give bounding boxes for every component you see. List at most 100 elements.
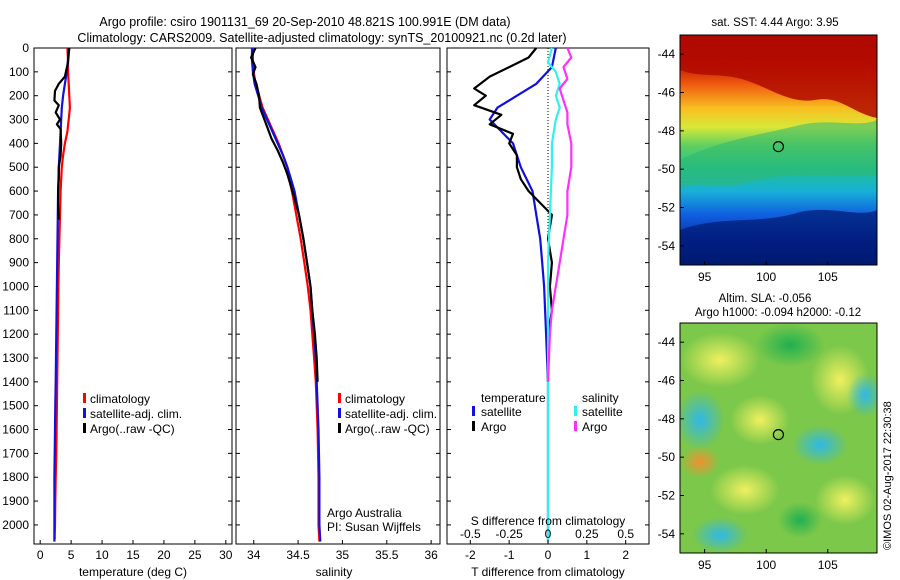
- legend-label-satellite: satellite-adj. clim.: [345, 407, 437, 421]
- legend-swatch-temp-argo: [472, 421, 475, 431]
- sst-green-band: [680, 120, 877, 188]
- temperature-panel: 0 5 10 15 20 25 300100200300400500600700800900…: [2, 41, 233, 579]
- sla-blob: [680, 446, 720, 478]
- legend-swatch-climatology: [83, 393, 86, 403]
- map-y-tick-label: -46: [658, 374, 676, 388]
- sla-blob: [680, 332, 760, 388]
- x-tick-label: 35: [336, 548, 350, 562]
- sst-heatmap: [680, 35, 877, 265]
- temperature-x-label: temperature (deg C): [79, 565, 187, 579]
- map-y-tick-label: -52: [658, 201, 676, 215]
- legend-swatch-satellite: [338, 408, 341, 418]
- y-tick-label: 300: [9, 113, 29, 127]
- legend-swatch-sal-satellite: [574, 406, 577, 416]
- series-line-argo-raw-qc: [250, 47, 319, 382]
- x-tick-label: 2: [622, 548, 629, 562]
- y-tick-label: 1300: [2, 351, 29, 365]
- y-tick-label: 1600: [2, 423, 29, 437]
- legend-label-sal-argo: Argo: [582, 420, 608, 434]
- map-y-tick-label: -44: [658, 335, 676, 349]
- sla-blob: [792, 425, 848, 465]
- x-tick-label: 1: [584, 548, 591, 562]
- y-tick-label: 600: [9, 184, 29, 198]
- map-y-tick-label: -50: [658, 450, 676, 464]
- temperature-legend: climatology satellite-adj. clim. Argo(..…: [83, 392, 182, 436]
- x-tick-label-salinity: 0.5: [617, 527, 634, 541]
- map-x-tick-label: 95: [698, 558, 712, 572]
- sla-map-title-line-1: Altim. SLA: -0.056: [719, 293, 812, 305]
- series-line-argo-raw-qc: [53, 47, 71, 220]
- x-tick-label: 0: [37, 548, 44, 562]
- sla-map-frame: [679, 322, 878, 554]
- salinity-plot-frame: [235, 47, 441, 545]
- sst-map-frame: [679, 34, 878, 266]
- map-x-tick-label: 100: [756, 270, 776, 284]
- x-tick-label-salinity: -0.5: [460, 527, 481, 541]
- sst-red-tongue: [680, 35, 877, 118]
- map-x-tick-label: 105: [818, 558, 838, 572]
- legend-swatch-sal-argo: [574, 421, 577, 431]
- y-tick-label: 1500: [2, 399, 29, 413]
- salinity-x-label: salinity: [316, 565, 353, 579]
- x-tick-label: 15: [126, 548, 140, 562]
- x-tick-label-salinity: -0.25: [495, 527, 523, 541]
- x-tick-label: 0: [545, 548, 552, 562]
- map-y-tick-label: -48: [658, 412, 676, 426]
- map-y-tick-label: -52: [658, 489, 676, 503]
- sla-map-panel: Altim. SLA: -0.056 Argo h1000: -0.094 h2…: [658, 293, 878, 572]
- y-tick-label: 0: [22, 41, 29, 55]
- map-y-tick-label: -48: [658, 124, 676, 138]
- legend-header-temperature: temperature: [481, 391, 546, 405]
- series-line-temperature-satellite: [488, 47, 557, 542]
- float-position-marker: [772, 141, 785, 153]
- sla-blob: [847, 373, 877, 417]
- y-tick-label: 1000: [2, 279, 29, 293]
- title-line-2: Climatology: CARS2009. Satellite-adjuste…: [77, 31, 566, 45]
- y-tick-label: 1900: [2, 494, 29, 508]
- y-tick-label: 100: [9, 65, 29, 79]
- annotation-argo-australia: Argo Australia: [327, 506, 402, 520]
- legend-swatch-temp-satellite: [472, 406, 475, 416]
- map-y-tick-label: -46: [658, 86, 676, 100]
- y-tick-label: 1400: [2, 375, 29, 389]
- salinity-panel: 34 34.5 35 35.5 36 salinity climatology sate…: [235, 47, 441, 579]
- x-tick-label: 34.5: [286, 548, 310, 562]
- imos-credit: ©IMOS 02-Aug-2017 22:30:38: [882, 401, 894, 550]
- map-x-tick-label: 100: [756, 558, 776, 572]
- y-tick-label: 1200: [2, 327, 29, 341]
- x-tick-label: 5: [68, 548, 75, 562]
- sla-blob: [710, 465, 780, 515]
- legend-swatch-argo: [83, 423, 86, 433]
- sst-map-panel: sat. SST: 4.44 Argo: 3.95 95 100 105 -44 -46…: [658, 17, 878, 284]
- difference-x-label: T difference from climatology: [471, 565, 625, 579]
- difference-panel: -2 -1 0 1 2 -0.5 -0.25 0 0.25 0.5 S difference fr…: [446, 47, 650, 579]
- y-tick-label: 200: [9, 89, 29, 103]
- y-tick-label: 500: [9, 160, 29, 174]
- temperature-plot-frame: [33, 47, 233, 545]
- legend-label-argo: Argo(..raw -QC): [345, 422, 430, 436]
- sla-map-title-line-2: Argo h1000: -0.094 h2000: -0.12: [695, 307, 861, 319]
- x-tick-label: -2: [465, 548, 476, 562]
- legend-header-salinity: salinity: [582, 391, 619, 405]
- annotation-pi: PI: Susan Wijffels: [327, 520, 421, 534]
- sla-heatmap: [680, 323, 877, 553]
- difference-legend: temperature salinity satellite Argo sate…: [472, 391, 623, 434]
- sla-blob: [680, 390, 725, 450]
- legend-label-climatology: climatology: [345, 392, 405, 406]
- sla-blob: [730, 395, 790, 445]
- map-y-tick-label: -50: [658, 162, 676, 176]
- y-tick-label: 2000: [2, 518, 29, 532]
- legend-label-satellite: satellite-adj. clim.: [90, 407, 182, 421]
- legend-label-temp-satellite: satellite: [481, 405, 522, 419]
- map-y-tick-label: -44: [658, 47, 676, 61]
- legend-label-climatology: climatology: [90, 392, 150, 406]
- sla-blob: [778, 502, 822, 538]
- sla-blob: [692, 517, 748, 553]
- y-tick-label: 700: [9, 208, 29, 222]
- sla-blob: [755, 323, 825, 367]
- map-y-tick-label: -54: [658, 239, 676, 253]
- x-tick-label: 20: [157, 548, 171, 562]
- series-line-climatology: [53, 47, 72, 540]
- x-tick-label-salinity: 0: [545, 527, 552, 541]
